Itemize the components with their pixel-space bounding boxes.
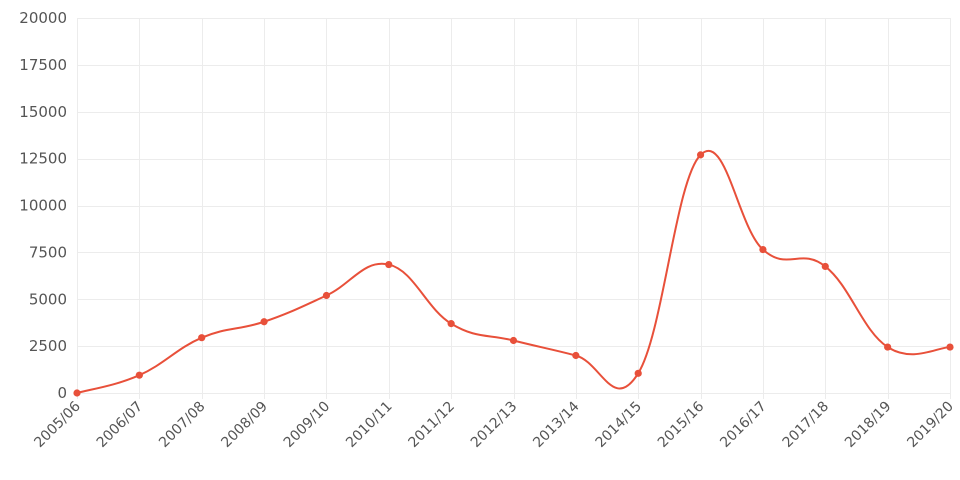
x-tick-label: 2006/07 bbox=[94, 399, 146, 451]
data-point bbox=[385, 260, 393, 269]
y-tick-label: 12500 bbox=[19, 150, 67, 168]
data-point bbox=[73, 389, 81, 397]
data-point bbox=[946, 343, 954, 351]
data-point bbox=[509, 336, 518, 345]
y-tick-label: 0 bbox=[57, 384, 67, 402]
x-tick-label: 2012/13 bbox=[468, 399, 520, 451]
x-tick-label: 2011/12 bbox=[406, 399, 458, 451]
y-tick-label: 20000 bbox=[19, 9, 67, 27]
data-point bbox=[634, 369, 642, 377]
x-tick-label: 2013/14 bbox=[530, 398, 583, 451]
x-tick-label: 2008/09 bbox=[218, 399, 270, 451]
y-tick-label: 17500 bbox=[19, 56, 67, 74]
x-tick-label: 2007/08 bbox=[156, 399, 208, 451]
x-axis-ticks: 2005/06 2006/07 2007/08 2008/09 2009/10 2010/… bbox=[31, 398, 956, 451]
x-tick-label: 2019/20 bbox=[904, 399, 956, 451]
data-point bbox=[572, 351, 580, 360]
x-tick-label: 2005/06 bbox=[31, 398, 84, 451]
x-tick-label: 2016/17 bbox=[717, 399, 769, 451]
data-point bbox=[447, 320, 455, 328]
data-points bbox=[73, 151, 954, 397]
grid bbox=[77, 18, 951, 399]
y-tick-label: 15000 bbox=[19, 103, 67, 121]
y-tick-label: 10000 bbox=[19, 197, 67, 215]
y-tick-label: 2500 bbox=[29, 337, 67, 355]
y-axis-ticks: 0 2500 5000 7500 10000 12500 15000 17500 20000 bbox=[19, 9, 67, 402]
x-tick-label: 2015/16 bbox=[655, 398, 708, 451]
data-point bbox=[322, 291, 331, 300]
series-line bbox=[76, 150, 951, 394]
y-tick-label: 5000 bbox=[29, 290, 67, 308]
data-point bbox=[821, 262, 829, 271]
y-tick-label: 7500 bbox=[29, 243, 67, 261]
x-tick-label: 2018/19 bbox=[842, 399, 894, 451]
x-tick-label: 2009/10 bbox=[281, 399, 333, 451]
data-point bbox=[759, 245, 767, 254]
data-point bbox=[260, 318, 268, 326]
x-tick-label: 2010/11 bbox=[343, 399, 395, 451]
x-tick-label: 2014/15 bbox=[593, 399, 645, 451]
data-point bbox=[135, 371, 143, 379]
x-tick-label: 2017/18 bbox=[780, 399, 832, 451]
data-point bbox=[198, 334, 206, 342]
data-point bbox=[884, 343, 892, 351]
data-point bbox=[696, 151, 705, 159]
